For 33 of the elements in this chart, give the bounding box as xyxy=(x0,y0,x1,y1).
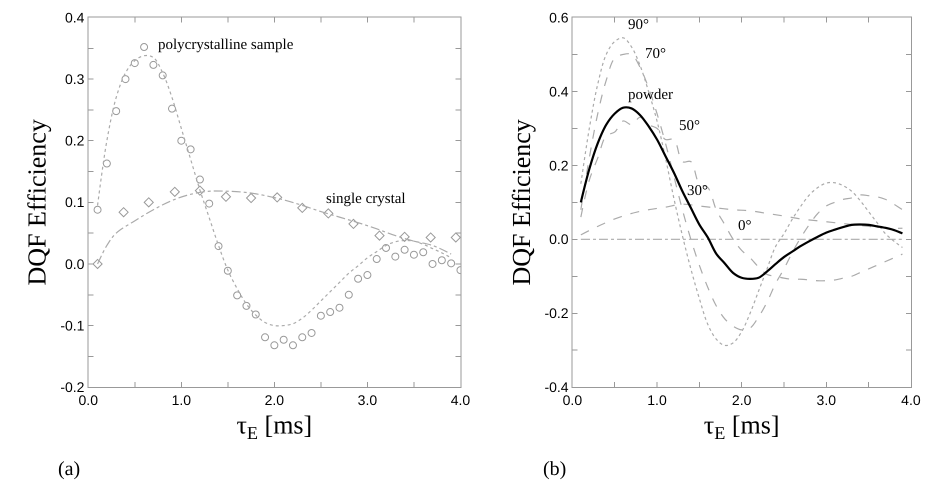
x-tick-label: 4.0 xyxy=(450,392,470,408)
annotation: 70° xyxy=(645,46,666,62)
y-tick-label: 0.2 xyxy=(64,132,85,149)
y-tick-label: -0.2 xyxy=(544,305,569,322)
x-tick-label: 3.0 xyxy=(816,392,836,408)
annotation: single crystal xyxy=(326,191,406,207)
annotation: 30° xyxy=(687,183,708,199)
text: (b) xyxy=(543,458,566,480)
y-axis-title: DQF Efficiency xyxy=(22,119,52,286)
y-tick-label: 0.6 xyxy=(549,9,569,26)
x-tick-label: 2.0 xyxy=(264,392,284,408)
x-tick-label: 3.0 xyxy=(358,392,378,408)
x-tick-label: 1.0 xyxy=(647,392,667,408)
y-tick-label: 0.4 xyxy=(549,83,569,100)
annotation: polycrystalline sample xyxy=(158,37,294,53)
text: (a) xyxy=(58,458,80,480)
annotation: 50° xyxy=(679,118,700,134)
x-axis-title: τ$_{E}$ [ms] xyxy=(236,410,312,444)
x-tick-label: 2.0 xyxy=(732,392,752,408)
y-tick-label: 0.0 xyxy=(64,256,85,272)
y-axis-title: DQF Efficiency xyxy=(506,119,536,286)
annotation: 0° xyxy=(738,218,752,234)
x-axis-title: τ$_{E}$ [ms] xyxy=(704,410,780,444)
annotation: 90° xyxy=(628,17,649,33)
y-tick-label: 0.4 xyxy=(64,9,85,26)
annotation: powder xyxy=(628,87,673,103)
y-tick-label: 0.0 xyxy=(549,231,569,248)
y-tick-label: 0.1 xyxy=(64,194,85,210)
y-tick-label: 0.2 xyxy=(549,157,569,174)
y-tick-label: -0.1 xyxy=(60,317,85,334)
x-tick-label: 4.0 xyxy=(901,392,921,408)
x-tick-label: 1.0 xyxy=(172,392,192,408)
y-tick-label: 0.3 xyxy=(64,71,85,87)
